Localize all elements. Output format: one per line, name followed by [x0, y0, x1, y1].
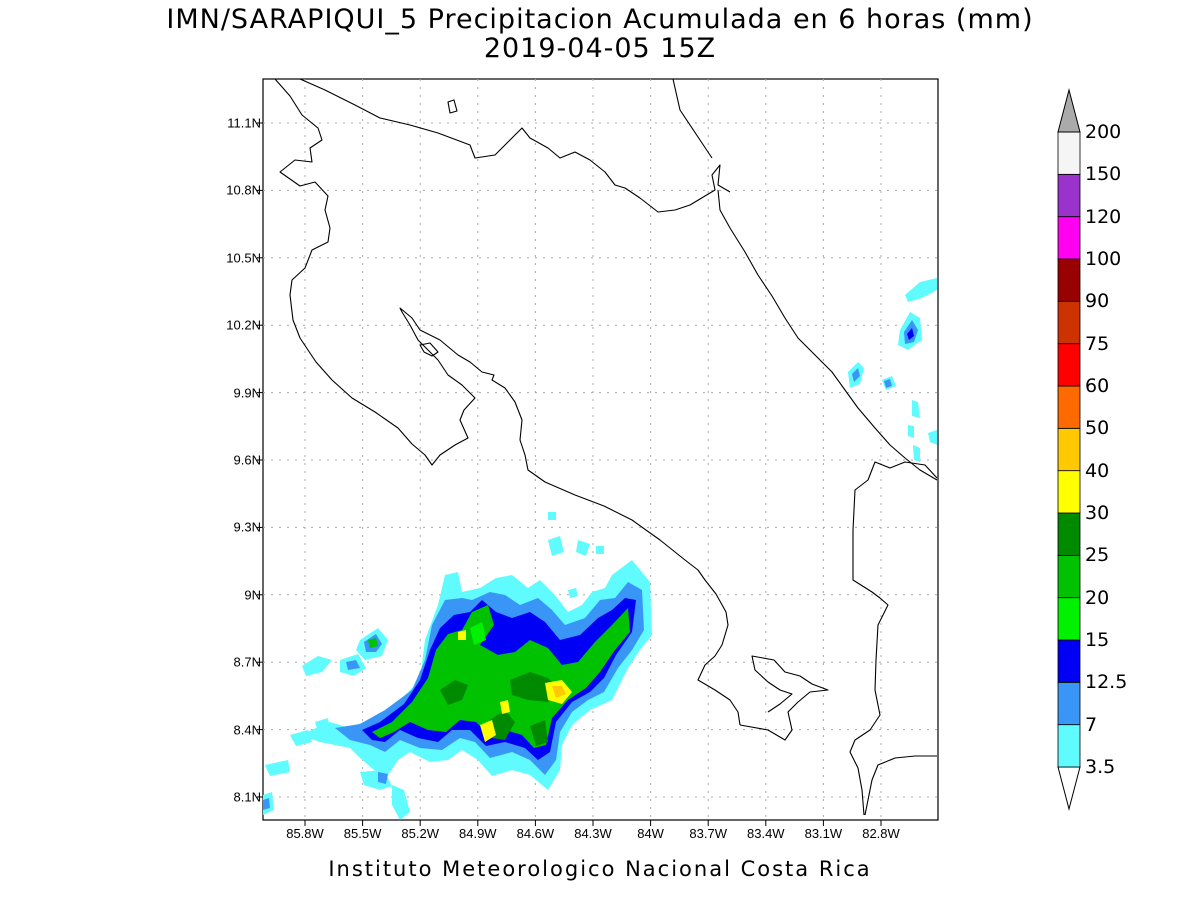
lake-island	[447, 99, 458, 114]
colorbar-box	[1057, 427, 1081, 472]
colorbar-label: 200	[1085, 121, 1122, 143]
lat-label: 10.5N	[226, 250, 261, 266]
nicoya-inlet	[419, 342, 439, 357]
osa-peninsula	[739, 655, 829, 741]
colorbar-label: 15	[1085, 629, 1110, 651]
colorbar-label: 90	[1085, 290, 1110, 313]
colorbar-box	[1057, 343, 1081, 387]
lat-label: 9.3N	[233, 519, 261, 535]
lon-label: 84W	[637, 826, 664, 841]
colorbar-label: 60	[1085, 375, 1110, 397]
lon-label: 83.1W	[804, 826, 843, 841]
colorbar-box	[1057, 300, 1081, 345]
colorbar-label: 30	[1085, 502, 1110, 524]
lon-label: 85.2W	[401, 826, 439, 841]
lon-label: 85.8W	[286, 826, 324, 841]
costa-rica-caribbean-coast	[717, 189, 938, 481]
colorbar-label: 120	[1085, 205, 1122, 228]
burica-peninsula	[864, 755, 937, 816]
colorbar-box	[1057, 724, 1081, 768]
lat-label: 8.7N	[233, 654, 261, 670]
colorbar-box	[1057, 681, 1081, 726]
lon-label: 84.3W	[574, 826, 612, 841]
coastlines	[263, 78, 938, 816]
lon-label: 82.8W	[862, 826, 900, 841]
lat-label: 9.9N	[233, 385, 261, 401]
colorbar-box	[1057, 216, 1081, 260]
colorbar-box	[1057, 554, 1081, 599]
colorbar-label: 75	[1085, 332, 1110, 355]
map-subtitle: 2019-04-05 15Z	[483, 33, 717, 64]
lat-label: 10.2N	[226, 317, 261, 333]
colorbar-label: 3.5	[1085, 756, 1116, 778]
rain-cluster-main	[300, 560, 652, 790]
colorbar-label: 25	[1085, 544, 1110, 567]
colorbar-label: 40	[1085, 459, 1110, 482]
map-panel	[257, 78, 939, 826]
rain-cells-northeast	[848, 278, 937, 462]
lon-label: 83.7W	[689, 826, 727, 841]
lat-label: 9N	[244, 587, 261, 603]
panama-border	[849, 461, 938, 816]
lat-label: 8.4N	[233, 722, 261, 738]
colorbar-label: 50	[1085, 417, 1110, 440]
colorbar-low-arrow	[1057, 766, 1081, 811]
lat-label: 8.1N	[233, 789, 261, 805]
colorbar-label: 7	[1085, 713, 1098, 736]
colorbar-box	[1057, 639, 1081, 683]
colorbar-box	[1057, 173, 1081, 218]
lon-label: 84.9W	[459, 826, 497, 841]
colorbar-label: 100	[1085, 248, 1122, 270]
colorbar-label: 12.5	[1085, 671, 1128, 694]
lat-label: 9.6N	[233, 452, 261, 468]
colorbar-label: 150	[1085, 163, 1122, 186]
lat-label: 11.1N	[227, 115, 261, 131]
lon-label: 83.4W	[747, 826, 785, 841]
colorbar-box	[1057, 258, 1081, 302]
precipitation-field	[263, 278, 937, 820]
map-title: IMN/SARAPIQUI_5 Precipitacion Acumulada …	[166, 4, 1034, 35]
colorbar-box	[1057, 131, 1081, 175]
nicaragua-caribbean-coast	[672, 78, 713, 159]
rain-cells-west	[263, 512, 604, 820]
colorbar	[1057, 88, 1081, 811]
colorbar-label: 20	[1085, 586, 1110, 609]
footer-credit: Instituto Meteorologico Nacional Costa R…	[328, 857, 872, 881]
lat-label: 10.8N	[226, 182, 261, 198]
colorbar-box	[1057, 470, 1081, 514]
lon-label: 85.5W	[343, 826, 382, 841]
colorbar-box	[1057, 385, 1081, 429]
axis-ticks	[257, 122, 882, 826]
colorbar-box	[1057, 512, 1081, 556]
lon-label: 84.6W	[516, 826, 555, 841]
nicaragua-costa-rica-border	[299, 78, 731, 213]
colorbar-high-arrow	[1057, 88, 1081, 133]
colorbar-box	[1057, 597, 1081, 641]
nicaragua-pacific-coast	[263, 78, 741, 726]
